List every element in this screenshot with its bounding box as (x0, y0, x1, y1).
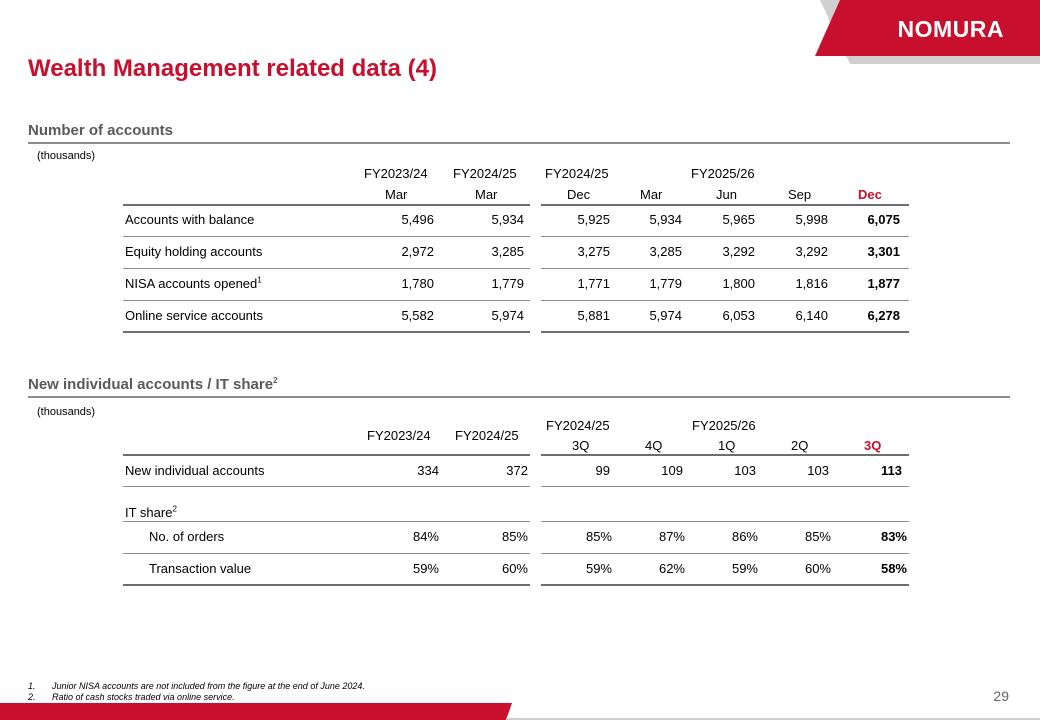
period-header: 2Q (791, 438, 809, 453)
cell: 5,934 (491, 212, 524, 227)
section-rule (28, 396, 1010, 398)
footnote-text: Ratio of cash stocks traded via online s… (52, 692, 235, 702)
cell: 1,877 (867, 276, 900, 291)
cell: 334 (417, 463, 439, 478)
logo-band (815, 0, 1040, 64)
row-label-it-share: IT share2 (125, 504, 177, 520)
footnote-text: Junior NISA accounts are not included fr… (52, 681, 365, 691)
cell: 5,998 (795, 212, 828, 227)
cell: 59% (585, 561, 612, 576)
cell: 59% (412, 561, 439, 576)
units-label: (thousands) (37, 406, 96, 418)
cell: 5,965 (722, 212, 755, 227)
period-header: Mar (475, 187, 498, 202)
fy-header: FY2025/26 (691, 166, 755, 181)
cell: 109 (661, 463, 683, 478)
footnote-ref: 2 (273, 376, 278, 385)
cell: 103 (734, 463, 756, 478)
cell: 83% (880, 529, 907, 544)
period-header: 4Q (645, 438, 663, 453)
page-number: 29 (993, 688, 1009, 704)
cell: 5,974 (491, 308, 524, 323)
fy-header: FY2023/24 (364, 166, 428, 181)
row-label: Online service accounts (125, 308, 264, 323)
cell: 60% (804, 561, 831, 576)
nomura-logo: NOMURA (897, 16, 1004, 42)
fy-header: FY2024/25 (546, 418, 610, 433)
cell: 3,301 (867, 244, 900, 259)
cell: 85% (804, 529, 831, 544)
footnote-ref: 1 (257, 275, 262, 285)
cell: 6,278 (867, 308, 900, 323)
cell: 60% (501, 561, 528, 576)
cell: 5,934 (649, 212, 682, 227)
period-header: Jun (716, 187, 737, 202)
cell: 1,779 (491, 276, 524, 291)
cell: 1,780 (401, 276, 434, 291)
cell: 85% (585, 529, 612, 544)
cell: 5,496 (401, 212, 434, 227)
period-header: 1Q (718, 438, 736, 453)
fy-header: FY2025/26 (692, 418, 756, 433)
cell: 1,771 (577, 276, 610, 291)
cell: 372 (506, 463, 528, 478)
fy-header: FY2023/24 (367, 428, 431, 443)
cell: 5,582 (401, 308, 434, 323)
row-label: Transaction value (149, 561, 252, 576)
period-header-current: Dec (858, 187, 882, 202)
cell: 3,275 (577, 244, 610, 259)
cell: 1,816 (795, 276, 828, 291)
cell: 87% (658, 529, 685, 544)
period-header: Mar (385, 187, 408, 202)
cell: 86% (731, 529, 758, 544)
cell: 62% (658, 561, 685, 576)
section-title-accounts: Number of accounts (28, 122, 174, 139)
row-label: NISA accounts opened1 (125, 275, 262, 291)
period-header: Dec (567, 187, 591, 202)
period-header: Sep (788, 187, 812, 202)
fy-header: FY2024/25 (455, 428, 519, 443)
section-rule (28, 142, 1010, 144)
cell: 113 (881, 463, 902, 478)
footnote: 2. (28, 692, 36, 702)
fy-header: FY2024/25 (545, 166, 609, 181)
bottom-bar (0, 703, 1040, 720)
cell: 2,972 (401, 244, 434, 259)
cell: 58% (880, 561, 907, 576)
row-label: New individual accounts (125, 463, 265, 478)
period-header: Mar (640, 187, 663, 202)
cell: 5,881 (577, 308, 610, 323)
footnote: 1. (28, 681, 36, 691)
cell: 3,292 (722, 244, 755, 259)
fy-header: FY2024/25 (453, 166, 517, 181)
period-header: 3Q (572, 438, 590, 453)
cell: 6,053 (722, 308, 755, 323)
section-title-new-accounts: New individual accounts / IT share2 (28, 376, 278, 393)
cell: 5,925 (577, 212, 610, 227)
units-label: (thousands) (37, 150, 96, 162)
cell: 6,140 (795, 308, 828, 323)
cell: 84% (412, 529, 439, 544)
period-header-current: 3Q (864, 438, 882, 453)
cell: 5,974 (649, 308, 682, 323)
cell: 99 (595, 463, 610, 478)
footnote-ref: 2 (172, 504, 177, 514)
page-title: Wealth Management related data (4) (28, 55, 437, 82)
cell: 6,075 (867, 212, 900, 227)
cell: 103 (807, 463, 829, 478)
cell: 59% (731, 561, 758, 576)
cell: 3,292 (795, 244, 828, 259)
cell: 85% (501, 529, 528, 544)
cell: 1,800 (722, 276, 755, 291)
row-label: Accounts with balance (125, 212, 255, 227)
row-label: No. of orders (149, 529, 225, 544)
row-label: Equity holding accounts (125, 244, 263, 259)
cell: 3,285 (491, 244, 524, 259)
cell: 1,779 (649, 276, 682, 291)
cell: 3,285 (649, 244, 682, 259)
